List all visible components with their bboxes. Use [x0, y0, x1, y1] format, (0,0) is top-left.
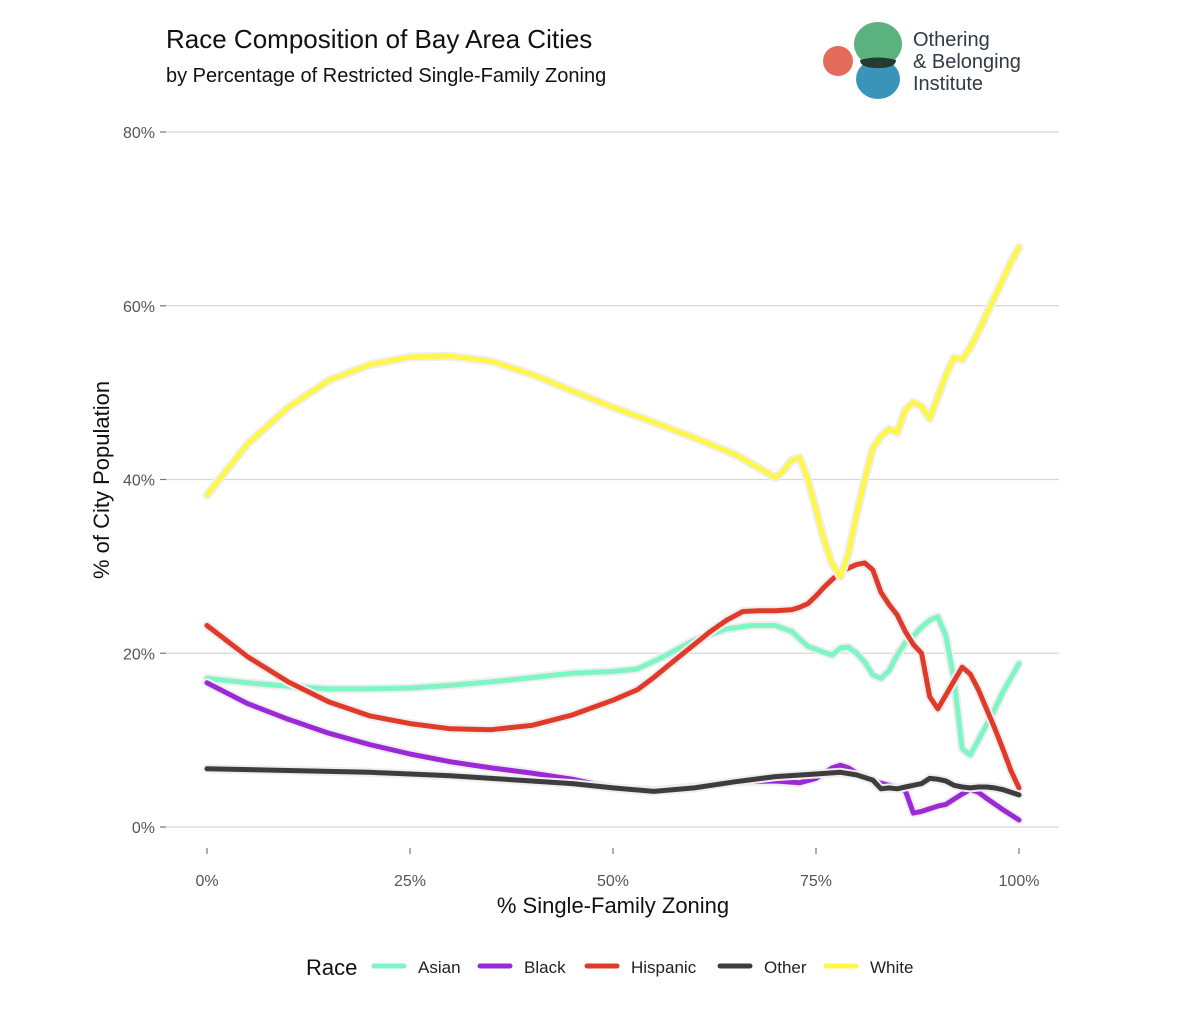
- logo-blue-shape: [856, 59, 900, 99]
- series-line-other: [204, 766, 1022, 798]
- series-line-white: [204, 245, 1022, 580]
- x-tick-label: 75%: [800, 873, 832, 890]
- logo-text-line-2: & Belonging: [913, 51, 1021, 73]
- y-tick-label: 40%: [123, 473, 155, 490]
- logo-orange-circle: [823, 46, 853, 76]
- institute-logo: Othering & Belonging Institute: [823, 22, 1021, 99]
- legend-label-white: White: [870, 958, 913, 977]
- legend-label-hispanic: Hispanic: [631, 958, 697, 977]
- chart-title: Race Composition of Bay Area Cities: [166, 24, 592, 54]
- y-tick-label: 60%: [123, 299, 155, 316]
- legend-label-asian: Asian: [418, 958, 461, 977]
- legend-title: Race: [306, 955, 357, 980]
- series-line-black: [204, 680, 1022, 823]
- legend: Race Asian Black Hispanic Other White: [306, 955, 913, 980]
- x-tick-label: 100%: [999, 873, 1040, 890]
- x-axis-title: % Single-Family Zoning: [497, 893, 729, 918]
- y-axis-title: % of City Population: [89, 381, 114, 579]
- logo-green-shape: [854, 22, 902, 66]
- logo-overlap-shape: [860, 57, 896, 68]
- x-axis-ticks: 0% 25% 50% 75% 100%: [195, 848, 1039, 890]
- y-tick-label: 80%: [123, 125, 155, 142]
- y-tick-label: 20%: [123, 646, 155, 663]
- series-line-asian: [204, 614, 1022, 758]
- logo-text-line-3: Institute: [913, 73, 983, 95]
- chart-subtitle: by Percentage of Restricted Single-Famil…: [166, 65, 606, 87]
- x-tick-label: 25%: [394, 873, 426, 890]
- legend-label-other: Other: [764, 958, 807, 977]
- legend-label-black: Black: [524, 958, 566, 977]
- x-tick-label: 0%: [195, 873, 218, 890]
- x-tick-label: 50%: [597, 873, 629, 890]
- series-halo-white: [202, 243, 1024, 582]
- y-tick-label: 0%: [132, 820, 155, 837]
- logo-text-line-1: Othering: [913, 29, 990, 51]
- y-axis-ticks: 0% 20% 40% 60% 80%: [123, 125, 166, 837]
- series-lines: [202, 243, 1024, 825]
- series-line-hispanic: [204, 560, 1022, 791]
- grid-lines: [166, 131, 1059, 828]
